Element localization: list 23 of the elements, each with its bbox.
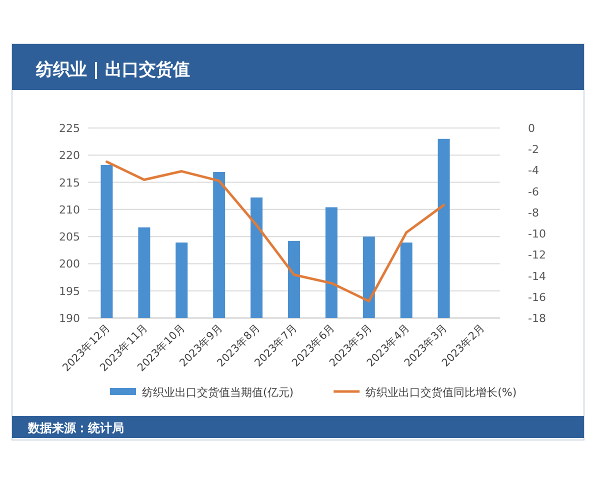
y2-tick-label: -2 [528,143,539,156]
chart-title: 纺织业 | 出口交货值 [35,60,190,80]
y2-tick-label: -10 [528,228,546,241]
y2-tick-label: 0 [528,122,535,135]
y-tick-label: 225 [59,122,80,135]
y2-tick-label: -8 [528,206,539,220]
y2-tick-label: -4 [528,164,539,178]
y-tick-label: 200 [59,258,80,271]
y-tick-label: 190 [59,312,80,325]
legend-label: 纺织业出口交货值同比增长(%) [366,386,517,399]
y-tick-label: 220 [59,149,80,162]
y2-tick-label: -6 [528,185,539,198]
y-tick-label: 195 [59,284,80,298]
legend-label: 纺织业出口交货值当期值(亿元) [142,386,294,399]
line-series [105,160,446,302]
y2-tick-label: -18 [528,312,546,325]
y-tick-label: 210 [59,203,80,216]
source-note: 数据来源：统计局 [27,421,124,435]
y-tick-label: 205 [59,230,80,244]
y2-tick-label: -16 [528,290,546,304]
y-tick-label: 215 [59,176,80,190]
y2-tick-label: -12 [528,248,546,262]
y2-tick-label: -14 [528,270,546,283]
